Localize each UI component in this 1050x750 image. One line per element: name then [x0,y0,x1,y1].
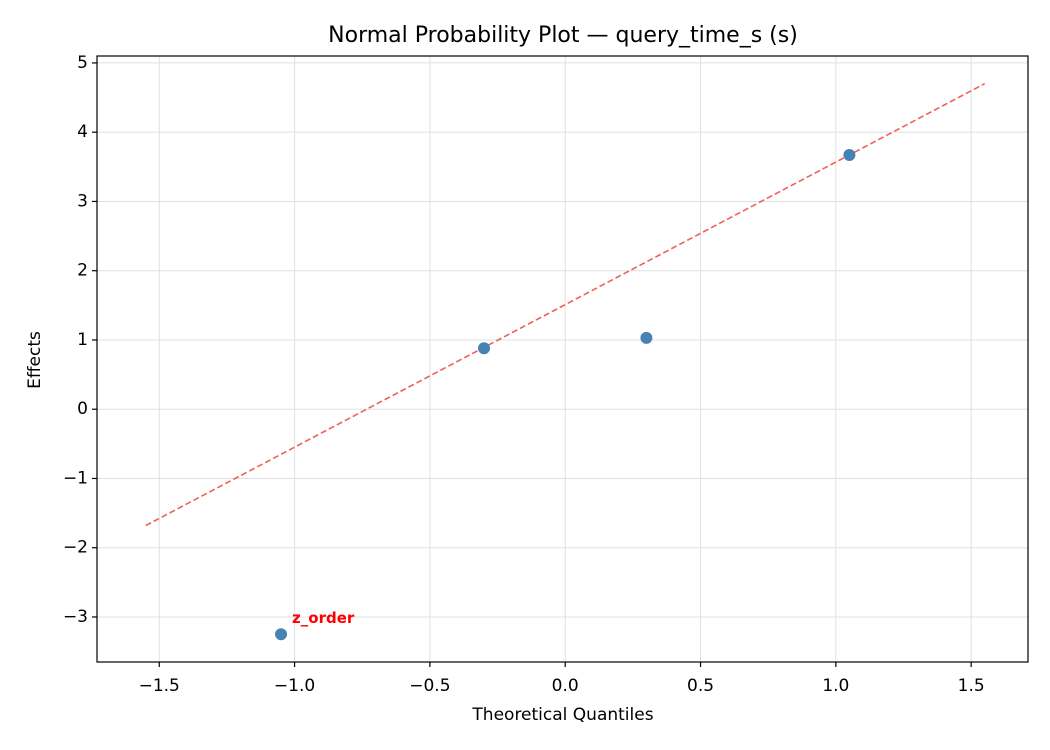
y-tick-label: 1 [77,330,88,350]
y-tick-label: 4 [77,122,88,142]
point [843,149,856,162]
point [275,628,288,641]
plot-frame [96,55,1029,663]
y-tick-label: 3 [77,191,88,211]
point [478,342,491,355]
x-tick-label: 1.0 [822,676,849,696]
y-axis-label: Effects [25,331,45,389]
y-tick-label: −2 [63,538,88,558]
y-tick-label: 2 [77,261,88,281]
y-tick-label: 5 [77,53,88,73]
x-axis-label: Theoretical Quantiles [471,705,653,725]
x-tick-label: 0.0 [552,676,579,696]
x-tick-label: −0.5 [409,676,450,696]
point-label: z_order [292,609,355,627]
point [640,331,653,344]
reference-line [145,82,986,527]
x-tick-label: 1.5 [958,676,985,696]
y-tick-label: −1 [63,468,88,488]
y-tick-label: −3 [63,607,88,627]
x-tick-label: −1.5 [139,676,180,696]
x-tick-label: 0.5 [687,676,714,696]
y-tick-label: 0 [77,399,88,419]
x-tick-label: −1.0 [274,676,315,696]
chart-title: Normal Probability Plot — query_time_s (… [328,23,798,48]
